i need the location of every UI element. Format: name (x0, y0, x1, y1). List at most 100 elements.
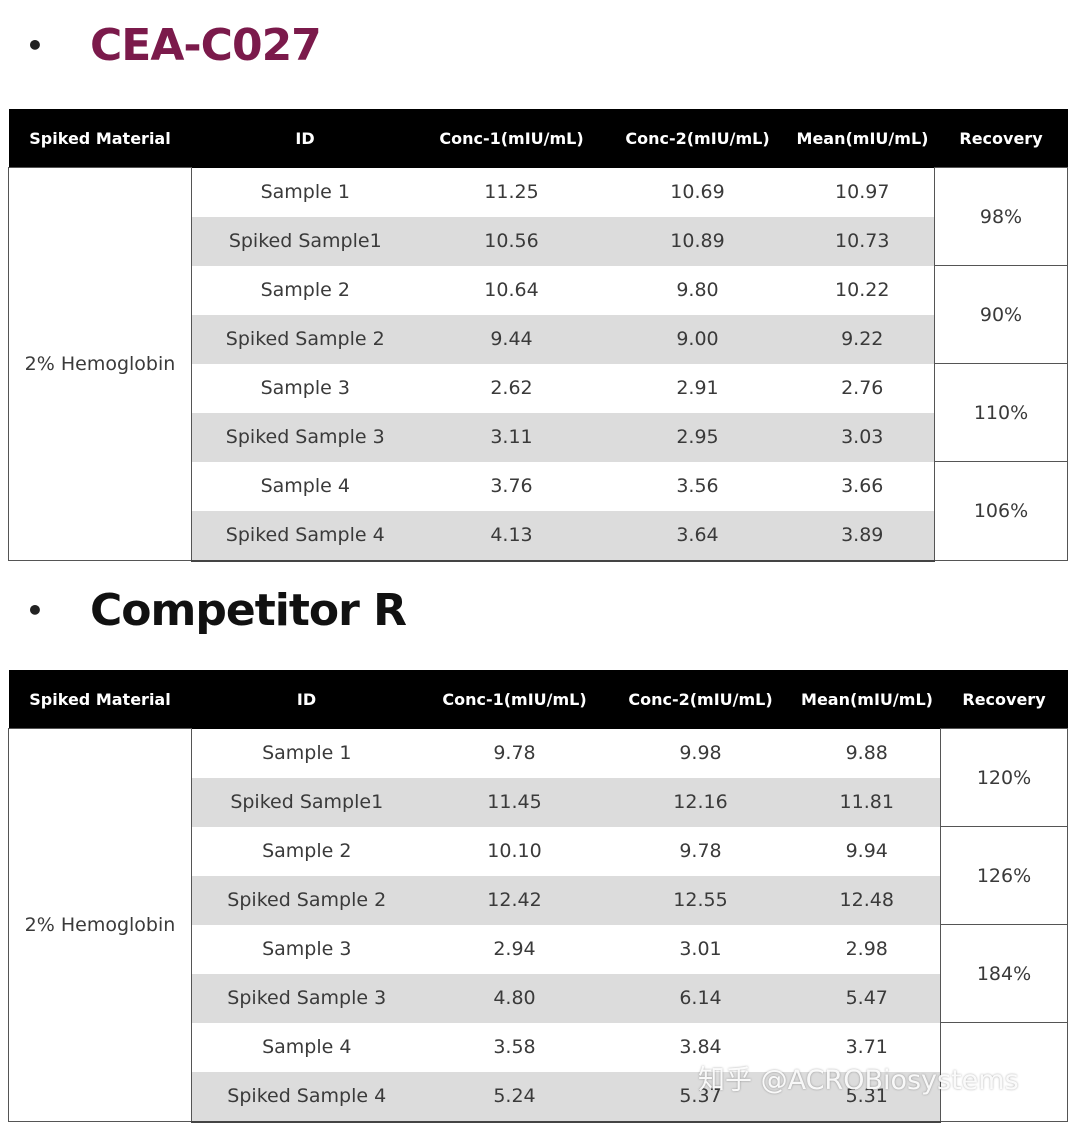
table-row: Spiked Sample1 11.45 12.16 11.81 (9, 777, 1068, 827)
mean-cell: 2.76 (790, 363, 935, 413)
mean-cell: 12.48 (793, 875, 941, 925)
table-row: Spiked Sample 4 5.24 5.37 5.31 (9, 1071, 1068, 1123)
id-cell: Sample 1 (191, 728, 422, 778)
conc-1-cell: 3.58 (421, 1022, 608, 1072)
header-recovery: Recovery (934, 109, 1068, 168)
table-row: Sample 3 2.62 2.91 2.76 110% (9, 363, 1068, 462)
section-heading-cea-c027: • CEA-C027 (26, 20, 322, 71)
conc-1-cell: 11.25 (418, 167, 605, 217)
id-cell: Sample 4 (191, 1022, 422, 1072)
conc-1-cell: 10.10 (421, 826, 608, 876)
header-spiked-material: Spiked Material (8, 109, 192, 168)
header-conc-1: Conc-1(mIU/mL) (418, 109, 605, 168)
mean-cell: 10.73 (790, 216, 935, 266)
recovery-table-cea-c027: Spiked Material ID Conc-1(mIU/mL) Conc-2(mI… (8, 109, 1068, 562)
id-cell: Spiked Sample 4 (191, 1071, 422, 1123)
spiked-material-cell: 2% Hemoglobin (8, 728, 192, 1122)
id-cell: Spiked Sample1 (191, 777, 422, 827)
table-row: Sample 3 2.94 3.01 2.98 184% (9, 924, 1068, 1023)
conc-1-cell: 2.62 (418, 363, 605, 413)
table-row: Spiked Sample 3 4.80 6.14 5.47 (9, 973, 1068, 1023)
header-recovery: Recovery (940, 670, 1068, 729)
header-conc-2: Conc-2(mIU/mL) (607, 670, 794, 729)
header-spiked-material: Spiked Material (8, 670, 192, 729)
bullet-icon: • (26, 29, 44, 62)
conc-2-cell: 3.01 (607, 924, 794, 974)
table-row: Sample 4 3.58 3.84 3.71 (9, 1022, 1068, 1122)
id-cell: Sample 2 (191, 265, 419, 315)
conc-1-cell: 10.64 (418, 265, 605, 315)
id-cell: Sample 4 (191, 461, 419, 511)
conc-1-cell: 12.42 (421, 875, 608, 925)
table-row: Sample 2 10.10 9.78 9.94 126% (9, 826, 1068, 925)
recovery-cell: 98% (934, 167, 1068, 266)
table-header-row: Spiked Material ID Conc-1(mIU/mL) Conc-2(mI… (8, 670, 1068, 729)
mean-cell: 11.81 (793, 777, 941, 827)
conc-1-cell: 5.24 (421, 1071, 608, 1123)
conc-2-cell: 9.98 (607, 728, 794, 778)
id-cell: Spiked Sample 2 (191, 875, 422, 925)
recovery-cell (940, 1022, 1068, 1122)
table-row: Sample 4 3.76 3.56 3.66 106% (9, 461, 1068, 561)
header-conc-2: Conc-2(mIU/mL) (604, 109, 791, 168)
table-row: Spiked Sample 4 4.13 3.64 3.89 (9, 510, 1068, 562)
conc-1-cell: 11.45 (421, 777, 608, 827)
header-id: ID (191, 109, 419, 168)
conc-2-cell: 10.89 (604, 216, 791, 266)
section-title: CEA-C027 (90, 20, 322, 71)
conc-1-cell: 4.13 (418, 510, 605, 562)
conc-1-cell: 3.76 (418, 461, 605, 511)
table-row: Sample 2 10.64 9.80 10.22 90% (9, 265, 1068, 364)
header-mean: Mean(mIU/mL) (790, 109, 935, 168)
table-row: Spiked Sample 2 9.44 9.00 9.22 (9, 314, 1068, 364)
mean-cell: 2.98 (793, 924, 941, 974)
conc-2-cell: 2.91 (604, 363, 791, 413)
conc-1-cell: 3.11 (418, 412, 605, 462)
id-cell: Sample 1 (191, 167, 419, 217)
recovery-cell: 120% (940, 728, 1068, 827)
conc-1-cell: 9.78 (421, 728, 608, 778)
table-row: Spiked Sample 2 12.42 12.55 12.48 (9, 875, 1068, 925)
table-row: Spiked Sample1 10.56 10.89 10.73 (9, 216, 1068, 266)
mean-cell: 3.66 (790, 461, 935, 511)
bullet-icon: • (26, 594, 44, 627)
table-row: Spiked Sample 3 3.11 2.95 3.03 (9, 412, 1068, 462)
mean-cell: 3.71 (793, 1022, 941, 1072)
conc-2-cell: 9.78 (607, 826, 794, 876)
id-cell: Spiked Sample 3 (191, 412, 419, 462)
conc-2-cell: 2.95 (604, 412, 791, 462)
mean-cell: 9.94 (793, 826, 941, 876)
conc-1-cell: 9.44 (418, 314, 605, 364)
conc-2-cell: 12.16 (607, 777, 794, 827)
conc-1-cell: 4.80 (421, 973, 608, 1023)
conc-2-cell: 5.37 (607, 1071, 794, 1123)
mean-cell: 10.97 (790, 167, 935, 217)
id-cell: Spiked Sample 2 (191, 314, 419, 364)
mean-cell: 9.88 (793, 728, 941, 778)
table-row: 2% Hemoglobin Sample 1 11.25 10.69 10.97 98% (8, 167, 1068, 561)
conc-2-cell: 3.84 (607, 1022, 794, 1072)
recovery-table-competitor-r: Spiked Material ID Conc-1(mIU/mL) Conc-2(mI… (8, 670, 1068, 1123)
header-id: ID (191, 670, 422, 729)
id-cell: Sample 3 (191, 924, 422, 974)
watermark-text: 知乎 @ACROBiosystems (698, 1065, 1019, 1096)
spiked-material-cell: 2% Hemoglobin (8, 167, 192, 561)
section-title: Competitor R (90, 585, 407, 636)
section-heading-competitor-r: • Competitor R (26, 585, 407, 636)
conc-2-cell: 12.55 (607, 875, 794, 925)
mean-cell: 3.03 (790, 412, 935, 462)
id-cell: Sample 3 (191, 363, 419, 413)
conc-1-cell: 2.94 (421, 924, 608, 974)
recovery-cell: 110% (934, 363, 1068, 462)
conc-1-cell: 10.56 (418, 216, 605, 266)
recovery-cell: 126% (940, 826, 1068, 925)
conc-2-cell: 9.00 (604, 314, 791, 364)
recovery-cell: 106% (934, 461, 1068, 561)
conc-2-cell: 9.80 (604, 265, 791, 315)
conc-2-cell: 10.69 (604, 167, 791, 217)
id-cell: Spiked Sample 3 (191, 973, 422, 1023)
recovery-cell: 184% (940, 924, 1068, 1023)
table-header-row: Spiked Material ID Conc-1(mIU/mL) Conc-2(mI… (8, 109, 1068, 168)
id-cell: Spiked Sample1 (191, 216, 419, 266)
mean-cell: 9.22 (790, 314, 935, 364)
